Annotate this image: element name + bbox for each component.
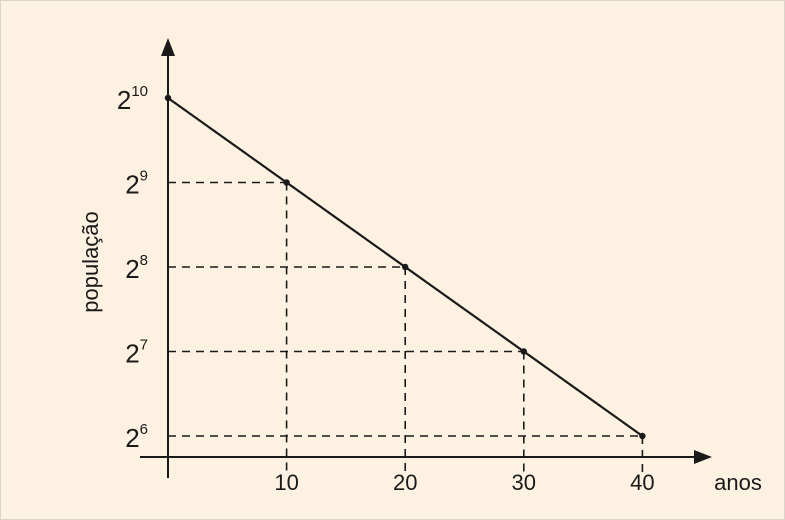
- y-tick-label: 210: [117, 83, 148, 115]
- x-tick-label: 10: [274, 470, 298, 495]
- x-axis-label: anos: [714, 470, 762, 495]
- y-tick-exponent: 6: [140, 421, 148, 438]
- x-tick-label: 30: [512, 470, 536, 495]
- x-axis-arrow-icon: [694, 450, 712, 464]
- y-tick-label: 28: [125, 252, 148, 284]
- y-tick-base: 2: [125, 254, 139, 284]
- y-tick-label: 29: [125, 168, 148, 200]
- y-tick-exponent: 8: [140, 252, 148, 269]
- x-tick-label: 20: [393, 470, 417, 495]
- dashed-guides: [168, 181, 644, 476]
- y-axis-label: população: [78, 211, 103, 313]
- data-point: [283, 179, 290, 186]
- data-point: [402, 263, 409, 271]
- y-tick-label: 26: [125, 421, 148, 453]
- y-tick-exponent: 7: [140, 337, 148, 354]
- data-point: [639, 432, 646, 440]
- x-tick-label: 40: [630, 470, 654, 495]
- y-tick-base: 2: [117, 85, 131, 115]
- data-point: [520, 348, 527, 355]
- y-tick-label: 27: [125, 337, 148, 369]
- y-tick-exponent: 10: [131, 83, 148, 100]
- y-tick-base: 2: [125, 170, 139, 200]
- y-tick-base: 2: [125, 339, 139, 369]
- axes: [140, 38, 712, 478]
- y-axis-arrow-icon: [161, 38, 175, 56]
- y-tick-base: 2: [125, 423, 139, 453]
- y-tick-exponent: 9: [140, 168, 148, 185]
- data-points: [164, 94, 646, 440]
